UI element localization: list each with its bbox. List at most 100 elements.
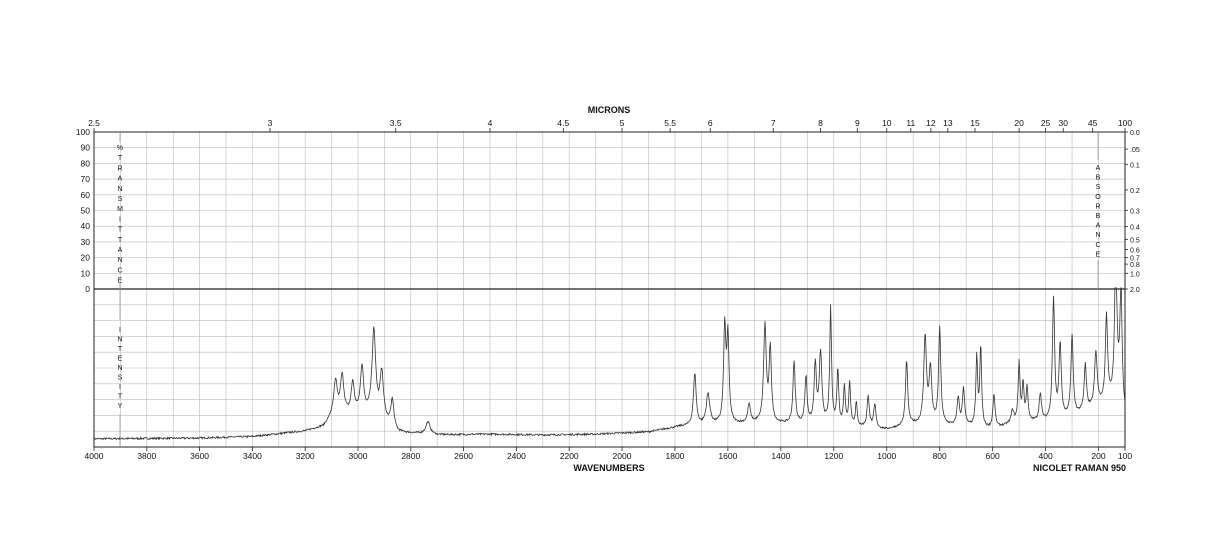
absorbance-tick-label: 0.2: [1130, 188, 1140, 195]
axis-letter: O: [1095, 194, 1101, 201]
micron-tick-label: 2.5: [88, 118, 100, 128]
axis-letter: A: [1096, 165, 1101, 172]
micron-tick-label: 11: [906, 118, 915, 128]
micron-tick-label: 9: [855, 118, 860, 128]
micron-tick-label: 4: [488, 118, 493, 128]
absorbance-tick-label: 0.1: [1130, 162, 1140, 169]
x-tick-label: 2400: [507, 451, 526, 461]
y-tick-label: 80: [81, 158, 91, 168]
y-tick-label: 90: [81, 143, 91, 153]
y-tick-label: 30: [81, 237, 91, 247]
chart-title: MICRONS: [588, 105, 631, 115]
x-tick-label: 2800: [401, 451, 420, 461]
axis-letter: M: [117, 206, 123, 213]
x-axis-label: WAVENUMBERS: [573, 463, 644, 473]
series-layer: [93, 287, 1126, 441]
micron-tick-label: 45: [1088, 118, 1098, 128]
axis-letter: R: [1095, 203, 1100, 210]
axis-letter: B: [1096, 175, 1101, 182]
micron-tick-label: 3: [268, 118, 273, 128]
micron-tick-label: 7: [771, 118, 776, 128]
axis-letter: S: [1096, 184, 1101, 191]
instrument-label: NICOLET RAMAN 950: [1033, 463, 1126, 473]
axis-letter: B: [1096, 213, 1101, 220]
axis-letter: S: [118, 196, 123, 203]
x-tick-label: 1400: [771, 451, 790, 461]
y-tick-label: 50: [81, 206, 91, 216]
micron-tick-label: 5.5: [664, 118, 676, 128]
absorbance-tick-label: 0.5: [1130, 237, 1140, 244]
x-tick-label: 1600: [718, 451, 737, 461]
x-tick-label: 1200: [824, 451, 843, 461]
axis-letter: C: [1095, 242, 1100, 249]
micron-tick-label: 10: [882, 118, 892, 128]
axis-letter: S: [118, 375, 123, 382]
axis-letter: T: [118, 227, 123, 234]
axis-letter: A: [1096, 223, 1101, 230]
x-tick-label: 4000: [85, 451, 104, 461]
axis-letter: A: [118, 247, 123, 254]
x-tick-label: 200: [1091, 451, 1105, 461]
x-tick-label: 1800: [665, 451, 684, 461]
axis-letter: I: [119, 327, 121, 334]
y-tick-label: 20: [81, 253, 91, 263]
axis-letter: N: [117, 365, 122, 372]
absorbance-tick-label: 0.8: [1130, 262, 1140, 269]
absorbance-tick-label: 1.0: [1130, 271, 1140, 278]
axis-letter: I: [119, 216, 121, 223]
micron-tick-label: 4.5: [557, 118, 569, 128]
x-tick-label: 3800: [137, 451, 156, 461]
micron-tick-label: 12: [926, 118, 936, 128]
x-tick-label: 2600: [454, 451, 473, 461]
axis-letter: T: [118, 155, 123, 162]
x-tick-label: 3000: [349, 451, 368, 461]
axis-letter: N: [117, 186, 122, 193]
x-tick-label: 100: [1118, 451, 1132, 461]
axis-letter: E: [118, 278, 123, 285]
micron-tick-label: 25: [1041, 118, 1051, 128]
x-tick-label: 1000: [877, 451, 896, 461]
absorbance-tick-label: 0.4: [1130, 224, 1140, 231]
absorbance-tick-label: 0.3: [1130, 208, 1140, 215]
micron-tick-label: 100: [1118, 118, 1132, 128]
x-tick-label: 800: [933, 451, 947, 461]
axis-letter: N: [1095, 232, 1100, 239]
absorbance-tick-label: 0.6: [1130, 248, 1140, 255]
y-tick-label: 0: [85, 284, 90, 294]
axis-letter: %: [117, 145, 123, 152]
axis-letter: T: [118, 394, 123, 401]
y-tick-label: 40: [81, 221, 91, 231]
x-tick-label: 3200: [296, 451, 315, 461]
micron-tick-label: 15: [970, 118, 980, 128]
axis-letter: T: [118, 346, 123, 353]
absorbance-tick-label: 0.7: [1130, 256, 1140, 263]
x-tick-label: 400: [1038, 451, 1052, 461]
y-tick-label: 60: [81, 190, 91, 200]
micron-tick-label: 5: [620, 118, 625, 128]
axis-letter: I: [119, 384, 121, 391]
x-tick-label: 3400: [243, 451, 262, 461]
absorbance-tick-label: 0.0: [1130, 130, 1140, 137]
y-tick-label: 10: [81, 268, 91, 278]
axis-letter: C: [117, 267, 122, 274]
raman-spectrum-line: [93, 287, 1126, 441]
axis-letter: R: [117, 165, 122, 172]
axis-letter: N: [117, 257, 122, 264]
axis-letter: Y: [118, 403, 123, 410]
x-tick-label: 2200: [560, 451, 579, 461]
micron-tick-label: 13: [943, 118, 953, 128]
x-tick-label: 3600: [190, 451, 209, 461]
micron-tick-label: 8: [818, 118, 823, 128]
axis-letter: N: [117, 337, 122, 344]
micron-tick-label: 3.5: [390, 118, 402, 128]
axis-letter: E: [1096, 251, 1101, 258]
micron-tick-label: 20: [1014, 118, 1024, 128]
micron-tick-label: 30: [1058, 118, 1068, 128]
y-tick-label: 100: [76, 127, 90, 137]
y-tick-label: 70: [81, 174, 91, 184]
axis-letter: E: [118, 356, 123, 363]
